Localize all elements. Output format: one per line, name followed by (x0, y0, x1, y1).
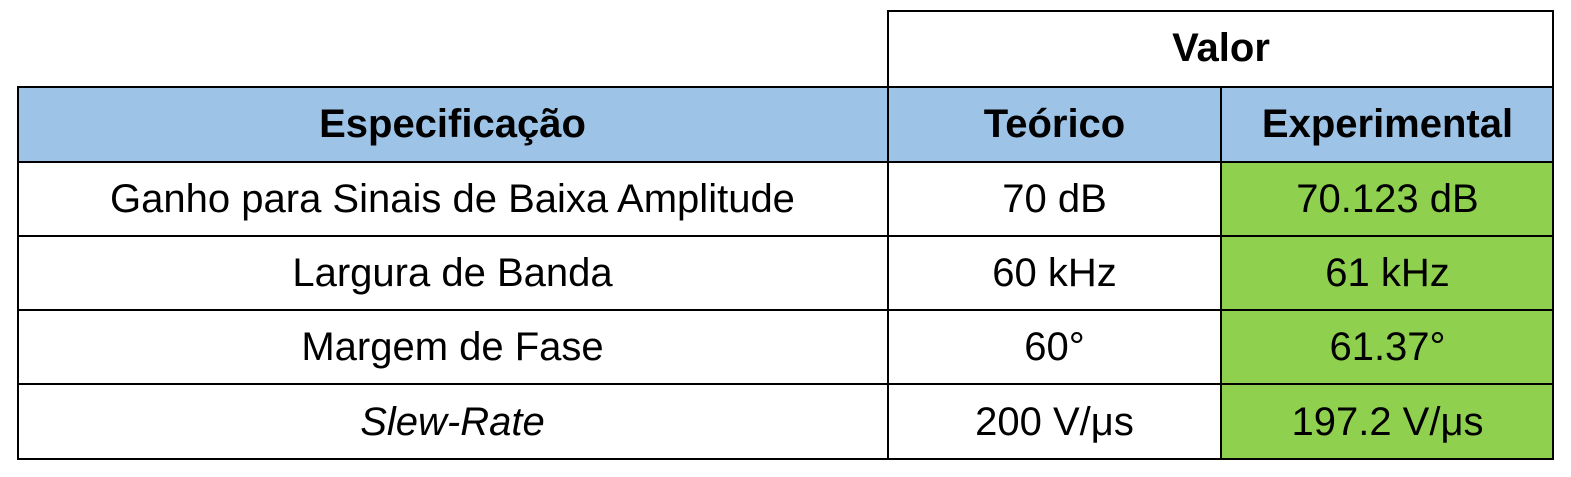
row-0-experimental: 70.123 dB (1296, 176, 1479, 221)
row-0-theoretical: 70 dB (1002, 176, 1107, 221)
rule-top-valor (887, 10, 1554, 12)
column-header-theoretical: Teórico (983, 102, 1126, 146)
rule-below-headers (17, 161, 1554, 163)
row-3-spec: Slew-Rate (360, 399, 545, 444)
rule-row-1 (17, 309, 1554, 311)
experimental-cell-bg-2 (1221, 310, 1554, 384)
rule-below-valor (17, 86, 1554, 88)
rule-col-1 (887, 10, 889, 460)
header-row-background (17, 87, 1554, 162)
row-3-experimental: 197.2 V/μs (1291, 399, 1484, 444)
rule-col-2 (1220, 86, 1222, 460)
row-3-theoretical: 200 V/μs (975, 399, 1134, 444)
experimental-cell-bg-1 (1221, 236, 1554, 310)
row-1-theoretical: 60 kHz (992, 250, 1117, 295)
row-1-experimental: 61 kHz (1325, 250, 1450, 295)
rule-bottom (17, 458, 1554, 460)
row-0-spec: Ganho para Sinais de Baixa Amplitude (110, 176, 795, 221)
rule-row-0 (17, 235, 1554, 237)
row-2-theoretical: 60° (1024, 324, 1085, 369)
experimental-cell-bg-3 (1221, 384, 1554, 460)
row-1-spec: Largura de Banda (292, 250, 613, 295)
rule-row-2 (17, 383, 1554, 385)
experimental-cell-bg-0 (1221, 162, 1554, 236)
column-header-spec: Especificação (319, 102, 586, 146)
group-header-valor: Valor (1172, 26, 1270, 70)
row-2-experimental: 61.37° (1329, 324, 1446, 369)
row-2-spec: Margem de Fase (301, 324, 604, 369)
column-header-experimental: Experimental (1261, 102, 1514, 146)
rule-left (17, 86, 19, 460)
rule-right (1552, 10, 1554, 460)
specification-table: Valor Especificação Teórico Experimental… (17, 10, 1554, 460)
